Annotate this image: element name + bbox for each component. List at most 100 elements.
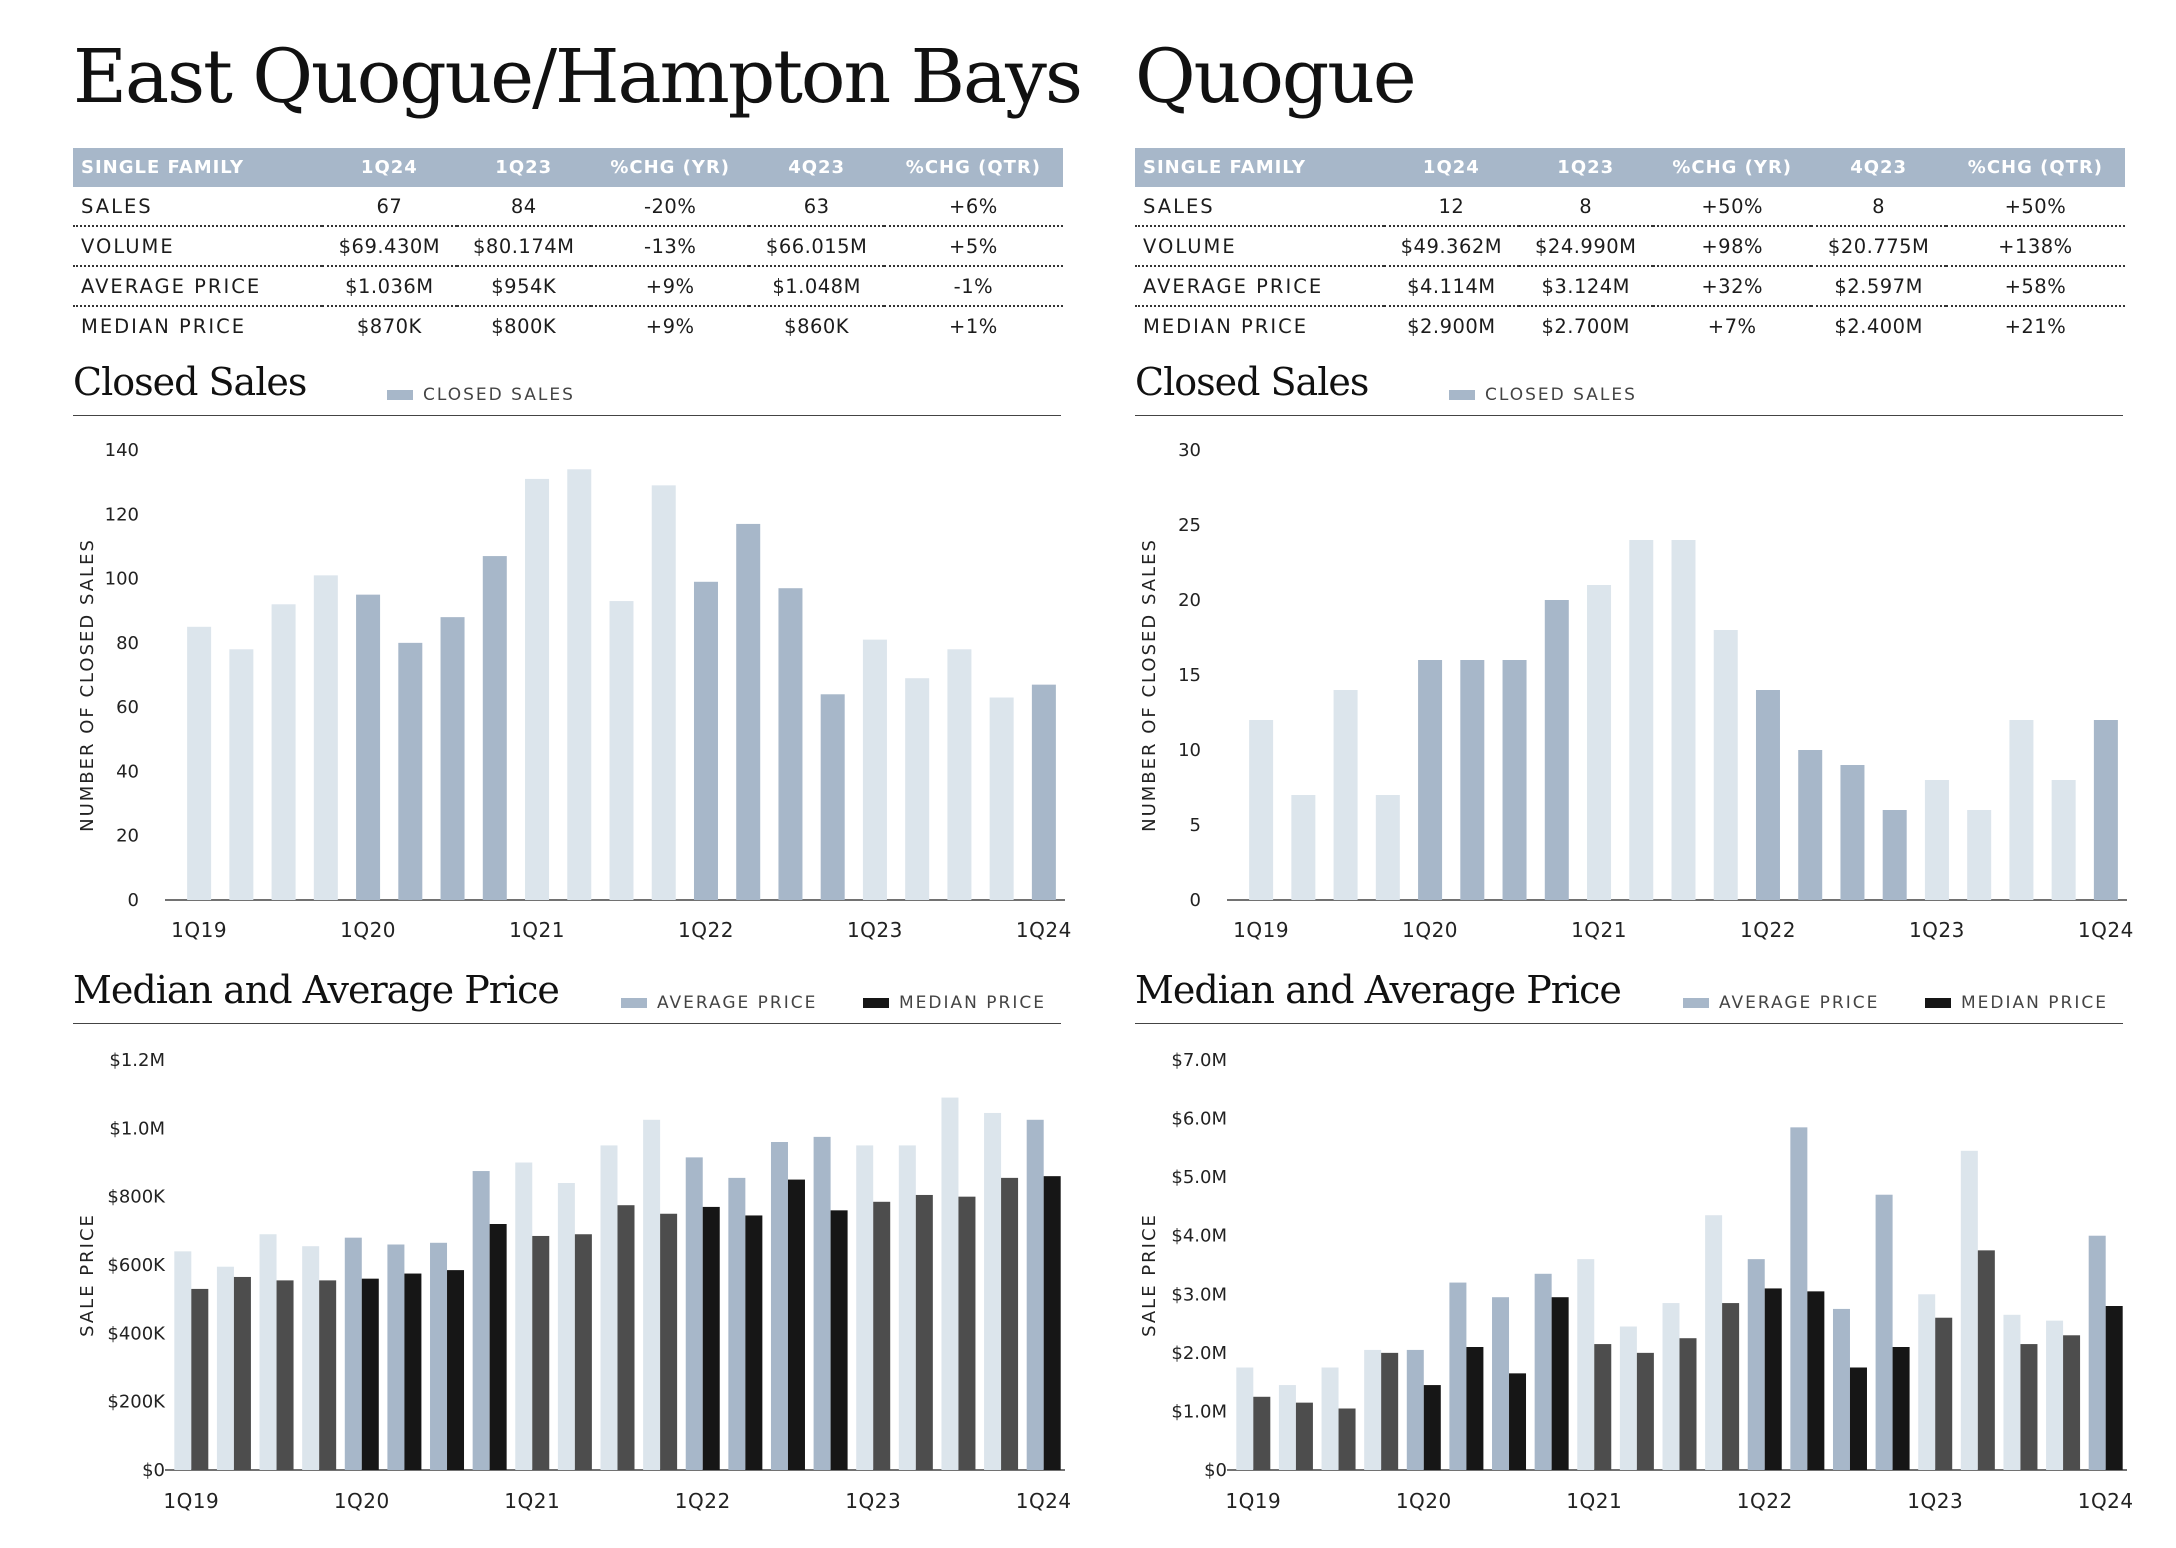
x-tick-label: 1Q24 xyxy=(2078,918,2134,942)
bar-average-price xyxy=(430,1242,448,1470)
bar-closed-sales xyxy=(187,626,212,900)
bar-median-price xyxy=(1551,1297,1569,1470)
y-tick-label: 10 xyxy=(1178,740,1201,761)
bar-median-price xyxy=(1043,1176,1061,1470)
y-tick-label: $800K xyxy=(107,1187,166,1208)
table-cell: MEDIAN PRICE xyxy=(81,314,247,338)
bar-average-price xyxy=(1662,1303,1680,1470)
bar-average-price xyxy=(1321,1367,1339,1470)
y-tick-label: $0 xyxy=(142,1460,165,1481)
y-axis-title: SALE PRICE xyxy=(77,1213,98,1337)
bar-median-price xyxy=(873,1201,891,1470)
bar-average-price xyxy=(728,1177,746,1470)
bar-closed-sales xyxy=(1587,585,1612,900)
section-rule xyxy=(73,1023,1061,1024)
table-cell: VOLUME xyxy=(1135,226,1385,267)
panel-quogue: Quogue SINGLE FAMILY 1Q24 1Q23 %CHG (YR)… xyxy=(1135,0,2135,1548)
x-tick-label: 1Q23 xyxy=(847,918,903,942)
table-cell: +7% xyxy=(1707,314,1757,338)
table-cell: -1% xyxy=(883,266,1063,307)
closed-sales-chart: 0 5 10 15 20 25 30 NUMBER OF CLOSED SALES 1Q19 1Q… xyxy=(1139,440,2134,942)
section-rule xyxy=(1135,415,2123,416)
bar-median-price xyxy=(1466,1347,1484,1470)
table-cell: VOLUME xyxy=(73,226,323,267)
table-cell: +5% xyxy=(883,226,1063,267)
legend-label: AVERAGE PRICE xyxy=(657,993,818,1013)
bar-median-price xyxy=(787,1179,805,1470)
table-cell: 8 xyxy=(1518,187,1653,227)
bar-average-price xyxy=(1747,1259,1765,1470)
bar-closed-sales xyxy=(1291,795,1316,900)
table-cell: +50% xyxy=(1652,187,1812,227)
legend-swatch xyxy=(387,390,413,400)
table-cell: +21% xyxy=(2004,314,2067,338)
table-cell: $2.900M xyxy=(1407,314,1496,338)
table-row: VOLUME $69.430M $80.174M -13% $66.015M +… xyxy=(73,226,1063,267)
legend-swatch xyxy=(1925,998,1951,1008)
y-tick-label: 60 xyxy=(116,697,139,718)
table-row: VOLUME $49.362M $24.990M +98% $20.775M +… xyxy=(1135,226,2125,267)
bar-closed-sales xyxy=(989,697,1014,900)
header-cell: %CHG (QTR) xyxy=(883,148,1063,187)
table-cell: +9% xyxy=(590,266,750,307)
table-cell: +1% xyxy=(949,314,998,338)
bar-average-price xyxy=(600,1145,618,1470)
bar-closed-sales xyxy=(440,617,465,900)
closed-sales-chart: 0 20 40 60 80 100 120 140 NUMBER OF CLOSED SALES… xyxy=(77,440,1071,942)
bar-average-price xyxy=(216,1266,234,1470)
bar-median-price xyxy=(1764,1288,1782,1470)
x-tick-label: 1Q24 xyxy=(1016,1489,1072,1513)
table-cell: $870K xyxy=(356,314,422,338)
table-cell: 8 xyxy=(1811,187,1946,227)
y-axis-title: SALE PRICE xyxy=(1139,1213,1160,1337)
bar-median-price xyxy=(1381,1352,1399,1470)
legend-swatch xyxy=(863,998,889,1008)
bar-closed-sales xyxy=(1713,630,1738,900)
bar-closed-sales xyxy=(482,556,507,900)
legend-label: CLOSED SALES xyxy=(1485,385,1637,405)
header-cell: SINGLE FAMILY xyxy=(1135,148,1385,187)
bar-median-price xyxy=(1679,1338,1697,1470)
bar-median-price xyxy=(1636,1352,1654,1470)
y-tick-label: $5.0M xyxy=(1171,1167,1227,1188)
y-tick-label: 20 xyxy=(1178,590,1201,611)
header-cell: SINGLE FAMILY xyxy=(73,148,323,187)
bar-average-price xyxy=(1406,1349,1424,1470)
y-tick-label: 80 xyxy=(116,633,139,654)
bar-median-price xyxy=(660,1213,678,1470)
bar-average-price xyxy=(856,1145,874,1470)
bar-average-price xyxy=(1832,1308,1850,1470)
table-cell: $954K xyxy=(456,266,591,307)
y-tick-label: 30 xyxy=(1178,440,1201,461)
y-tick-label: $400K xyxy=(107,1323,166,1344)
table-cell: +9% xyxy=(645,314,695,338)
bar-closed-sales xyxy=(947,649,972,900)
table-cell: +138% xyxy=(1945,226,2125,267)
bar-average-price xyxy=(1364,1349,1382,1470)
table-cell: $3.124M xyxy=(1518,266,1653,307)
price-title: Median and Average Price xyxy=(73,968,560,1012)
closed-sales-title: Closed Sales xyxy=(1135,360,1369,404)
legend-label: CLOSED SALES xyxy=(423,385,575,405)
bar-median-price xyxy=(233,1276,251,1470)
bar-average-price xyxy=(2046,1320,2064,1470)
bar-closed-sales xyxy=(1375,795,1400,900)
legend-swatch xyxy=(1449,390,1475,400)
x-tick-label: 1Q23 xyxy=(1907,1489,1963,1513)
bar-average-price xyxy=(2088,1235,2106,1470)
x-tick-label: 1Q22 xyxy=(675,1489,731,1513)
table-cell: 67 xyxy=(322,187,457,227)
y-tick-label: $600K xyxy=(107,1255,166,1276)
table-cell: MEDIAN PRICE xyxy=(1143,314,1309,338)
table-cell: $2.700M xyxy=(1541,314,1631,338)
bar-average-price xyxy=(2003,1314,2021,1470)
bar-closed-sales xyxy=(271,604,296,900)
bar-closed-sales xyxy=(693,581,718,900)
bar-closed-sales xyxy=(862,639,887,900)
bar-median-price xyxy=(1892,1347,1910,1470)
median-price-legend: MEDIAN PRICE xyxy=(1925,993,2108,1013)
bar-closed-sales xyxy=(1333,690,1358,900)
table-cell: +6% xyxy=(883,187,1063,227)
bar-average-price xyxy=(472,1171,490,1470)
y-tick-label: 140 xyxy=(105,440,139,461)
